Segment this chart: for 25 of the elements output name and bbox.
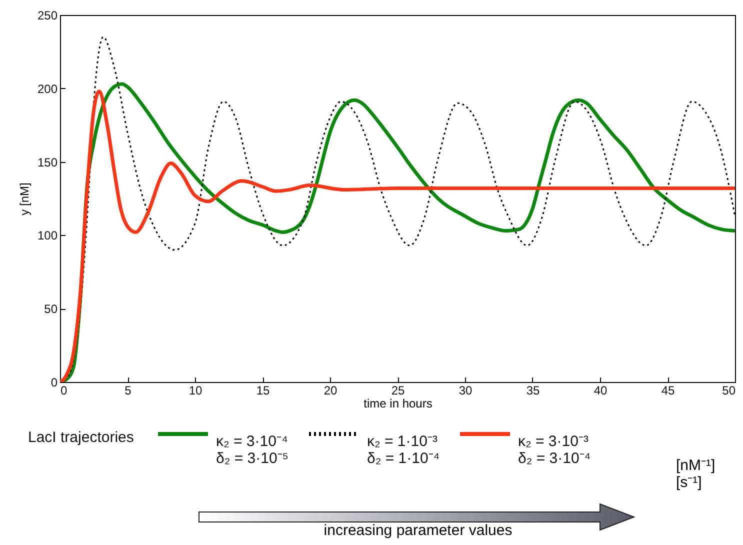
x-tick-label: 0: [60, 384, 68, 398]
text: increasing parameter values: [322, 522, 514, 539]
x-tick-label: 25: [391, 384, 405, 398]
legend-label: κ₂ = 1·10⁻³ δ₂ = 1·10⁻⁴: [367, 433, 440, 467]
legend-label: κ₂ = 3·10⁻³ δ₂ = 3·10⁻⁴: [518, 433, 591, 467]
x-tick-label: 30: [458, 384, 472, 398]
y-tick-label: 250: [37, 8, 58, 22]
text: [s⁻¹]: [676, 474, 702, 491]
legend-title: LacI trajectories: [28, 429, 134, 446]
x-tick-label: 40: [594, 384, 608, 398]
y-tick-label: 200: [37, 82, 58, 96]
y-tick-label: 100: [37, 228, 58, 243]
y-tick-label: 150: [37, 155, 58, 170]
y-axis-title: y [nM]: [17, 182, 32, 216]
legend-label: κ₂ = 3·10⁻⁴ δ₂ = 3·10⁻⁵: [216, 433, 289, 467]
x-axis-title: time in hours: [364, 396, 432, 410]
x-tick-label: 15: [256, 384, 270, 398]
x-tick-label: 5: [124, 384, 132, 398]
y-tick-label: 50: [44, 302, 58, 316]
x-tick-label: 50: [722, 384, 736, 398]
x-tick-label: 10: [188, 384, 202, 398]
x-tick-label: 35: [526, 384, 540, 398]
x-tick-label: 20: [324, 384, 338, 398]
text: [nM⁻¹]: [676, 457, 716, 474]
x-tick-label: 45: [661, 384, 675, 398]
